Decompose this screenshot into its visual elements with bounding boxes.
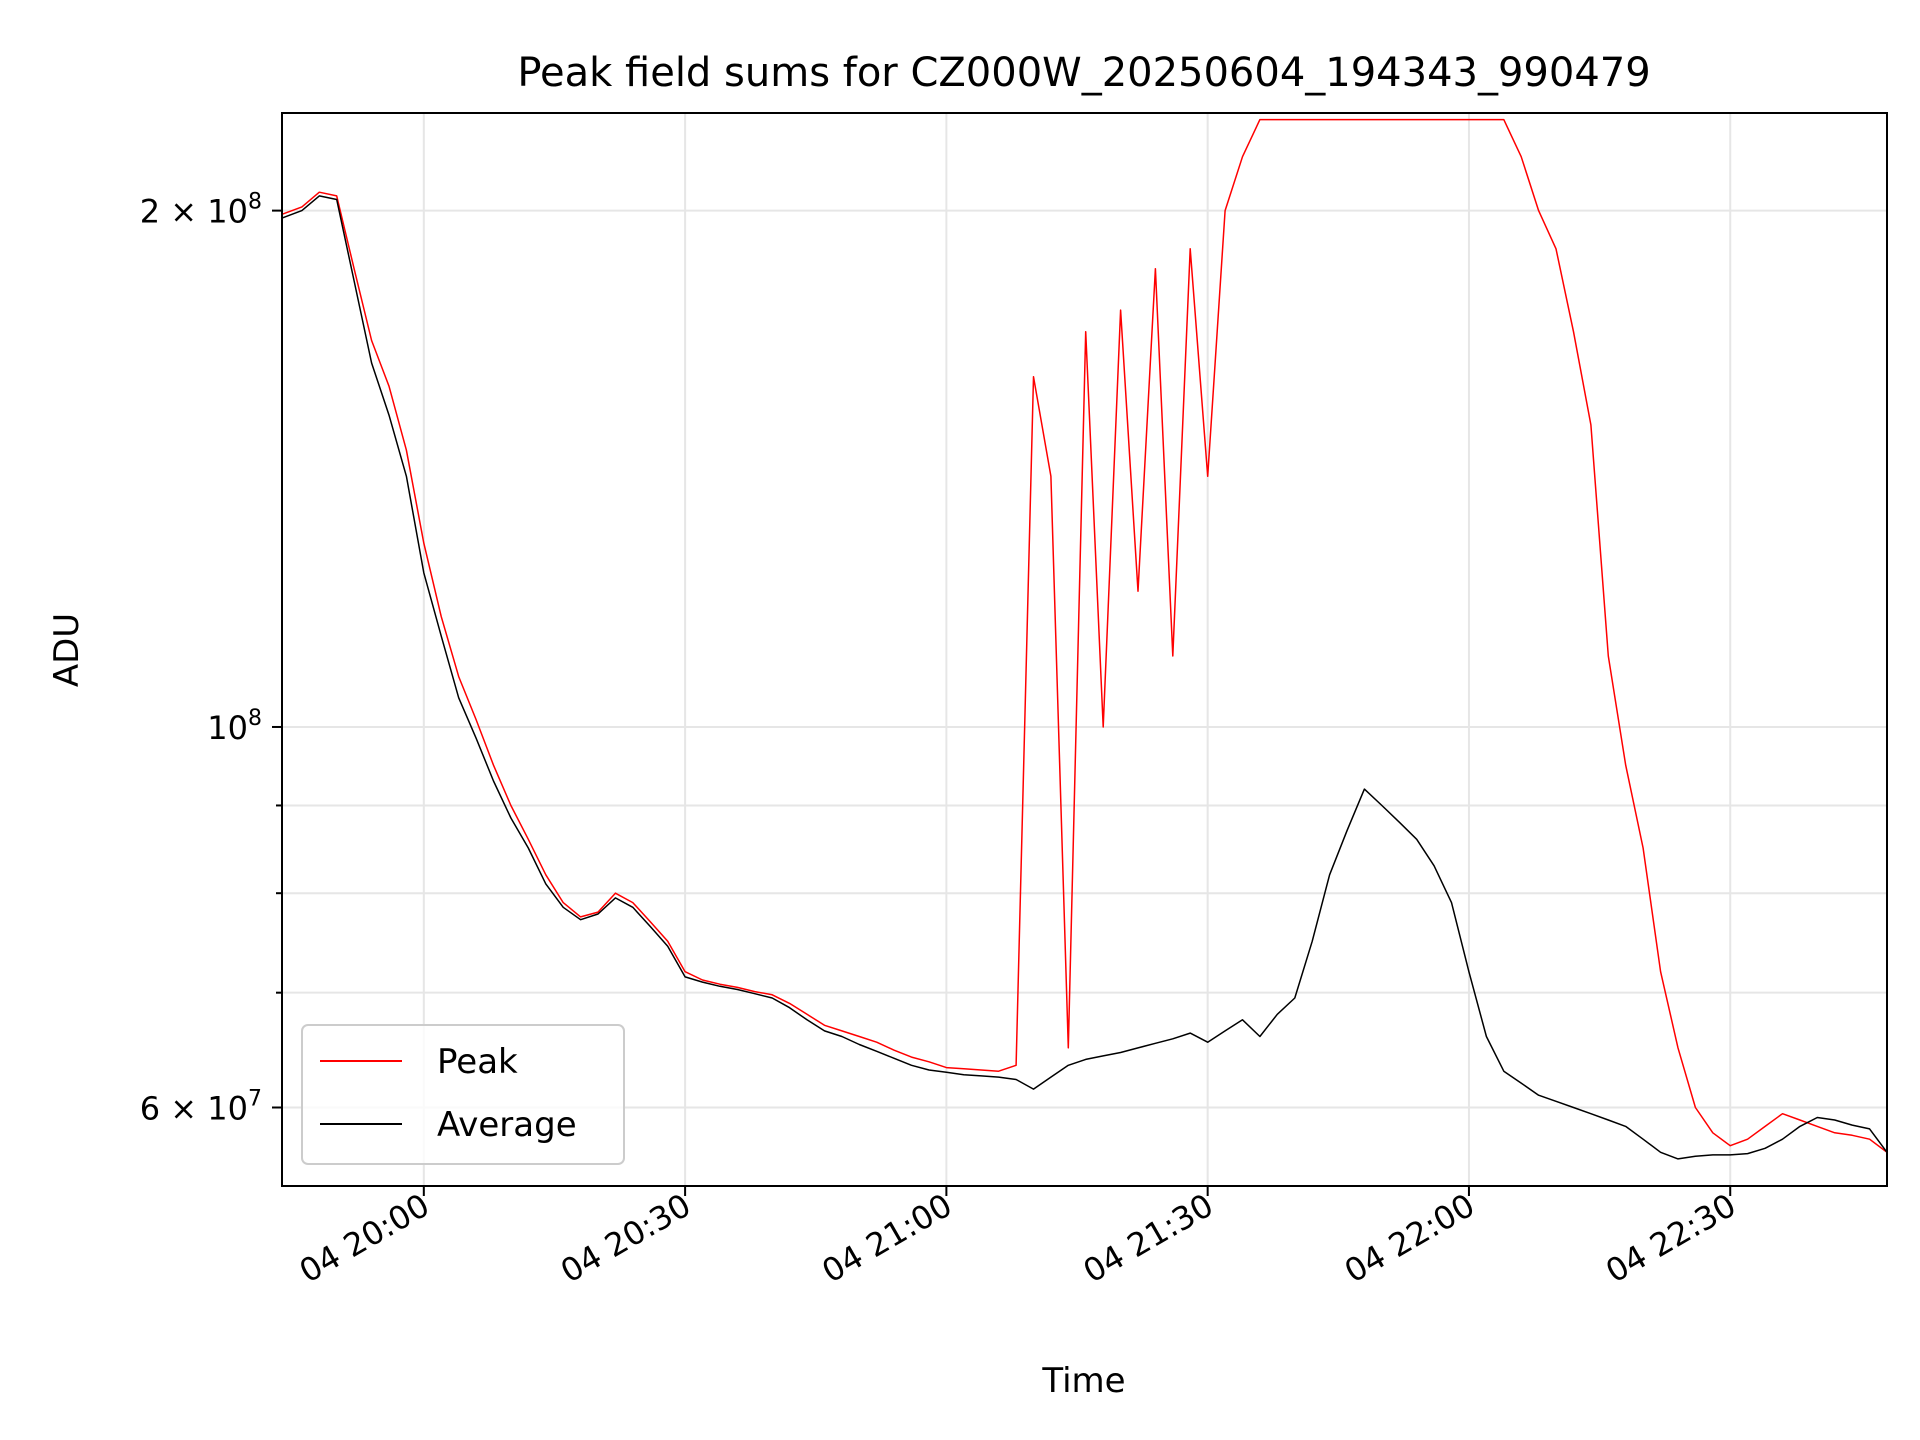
y-tick-label: 6 × 107: [140, 1087, 262, 1128]
series-line-average: [281, 195, 1888, 1160]
legend: Peak Average: [301, 1024, 625, 1165]
series-line-peak: [281, 118, 1888, 1153]
chart-title: Peak field sums for CZ000W_20250604_1943…: [517, 50, 1650, 96]
plot-background: [282, 113, 1887, 1186]
legend-label-average: Average: [437, 1105, 577, 1145]
y-tick-label: 2 × 108: [140, 190, 262, 231]
x-tick-label: 04 20:30: [554, 1186, 697, 1290]
y-tick-label: 108: [207, 706, 262, 747]
x-axis-label: Time: [1041, 1361, 1125, 1401]
x-tick-label: 04 21:00: [815, 1186, 958, 1290]
y-axis-label: ADU: [47, 613, 87, 687]
legend-label-peak: Peak: [437, 1042, 518, 1082]
x-tick-label: 04 22:30: [1599, 1186, 1742, 1290]
x-tick-label: 04 22:00: [1338, 1186, 1481, 1290]
series-layer: [281, 118, 1888, 1160]
x-tick-label: 04 21:30: [1077, 1186, 1220, 1290]
plot-frame: [281, 112, 1888, 1187]
legend-box: [301, 1024, 625, 1165]
grid: [282, 113, 1887, 1186]
x-tick-label: 04 20:00: [293, 1186, 436, 1290]
